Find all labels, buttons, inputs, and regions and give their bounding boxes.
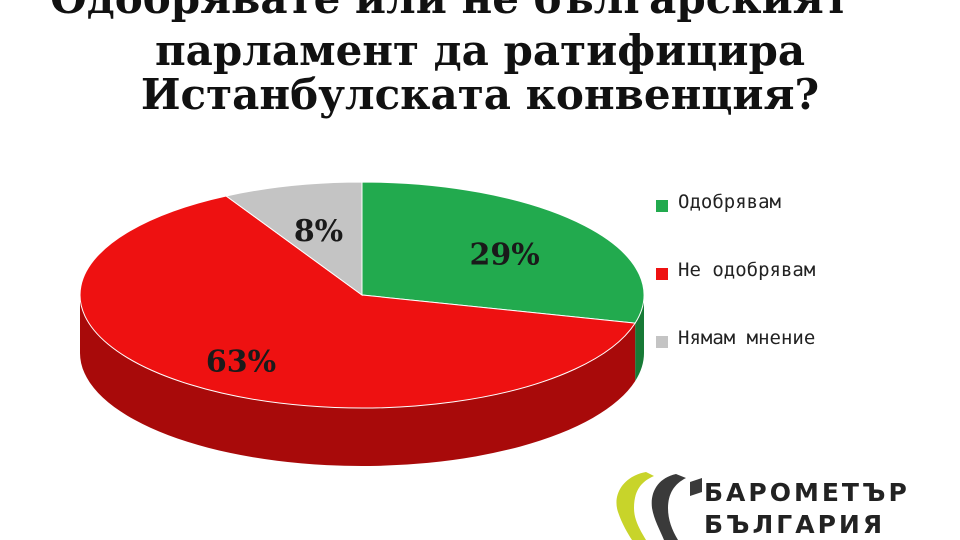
- legend-label-disapprove: Не одобрявам: [678, 259, 816, 281]
- slice-approve: [361, 181, 645, 324]
- slice-no-opinion: [224, 181, 363, 296]
- logo-text-line-2: БЪЛГАРИЯ: [704, 510, 886, 539]
- legend-swatch-no-opinion: [656, 336, 668, 348]
- slice-approve-label: 29%: [469, 238, 539, 273]
- legend-swatch-approve: [656, 200, 668, 212]
- legend-label-approve: Одобрявам: [678, 191, 781, 213]
- chart-title-line-3: Истанбулската конвенция?: [140, 70, 820, 119]
- legend-swatch-disapprove: [656, 268, 668, 280]
- logo-head-icon: [616, 472, 702, 540]
- slice-disapprove: [79, 195, 637, 409]
- barometer-bulgaria-logo: БАРОМЕТЪР БЪЛГАРИЯ: [606, 468, 960, 540]
- chart-title-line-1: Одобрявате или не българският: [0, 0, 930, 23]
- slice-disapprove-label: 63%: [206, 345, 276, 380]
- slice-no-opinion-label: 8%: [294, 214, 343, 249]
- legend-label-no-opinion: Нямам мнение: [678, 327, 816, 349]
- slice-disapprove-side: [79, 295, 636, 466]
- logo-text-line-1: БАРОМЕТЪР: [704, 478, 910, 507]
- chart-title-line-2: парламент да ратифицира: [154, 26, 806, 75]
- slice-approve-side: [635, 295, 644, 382]
